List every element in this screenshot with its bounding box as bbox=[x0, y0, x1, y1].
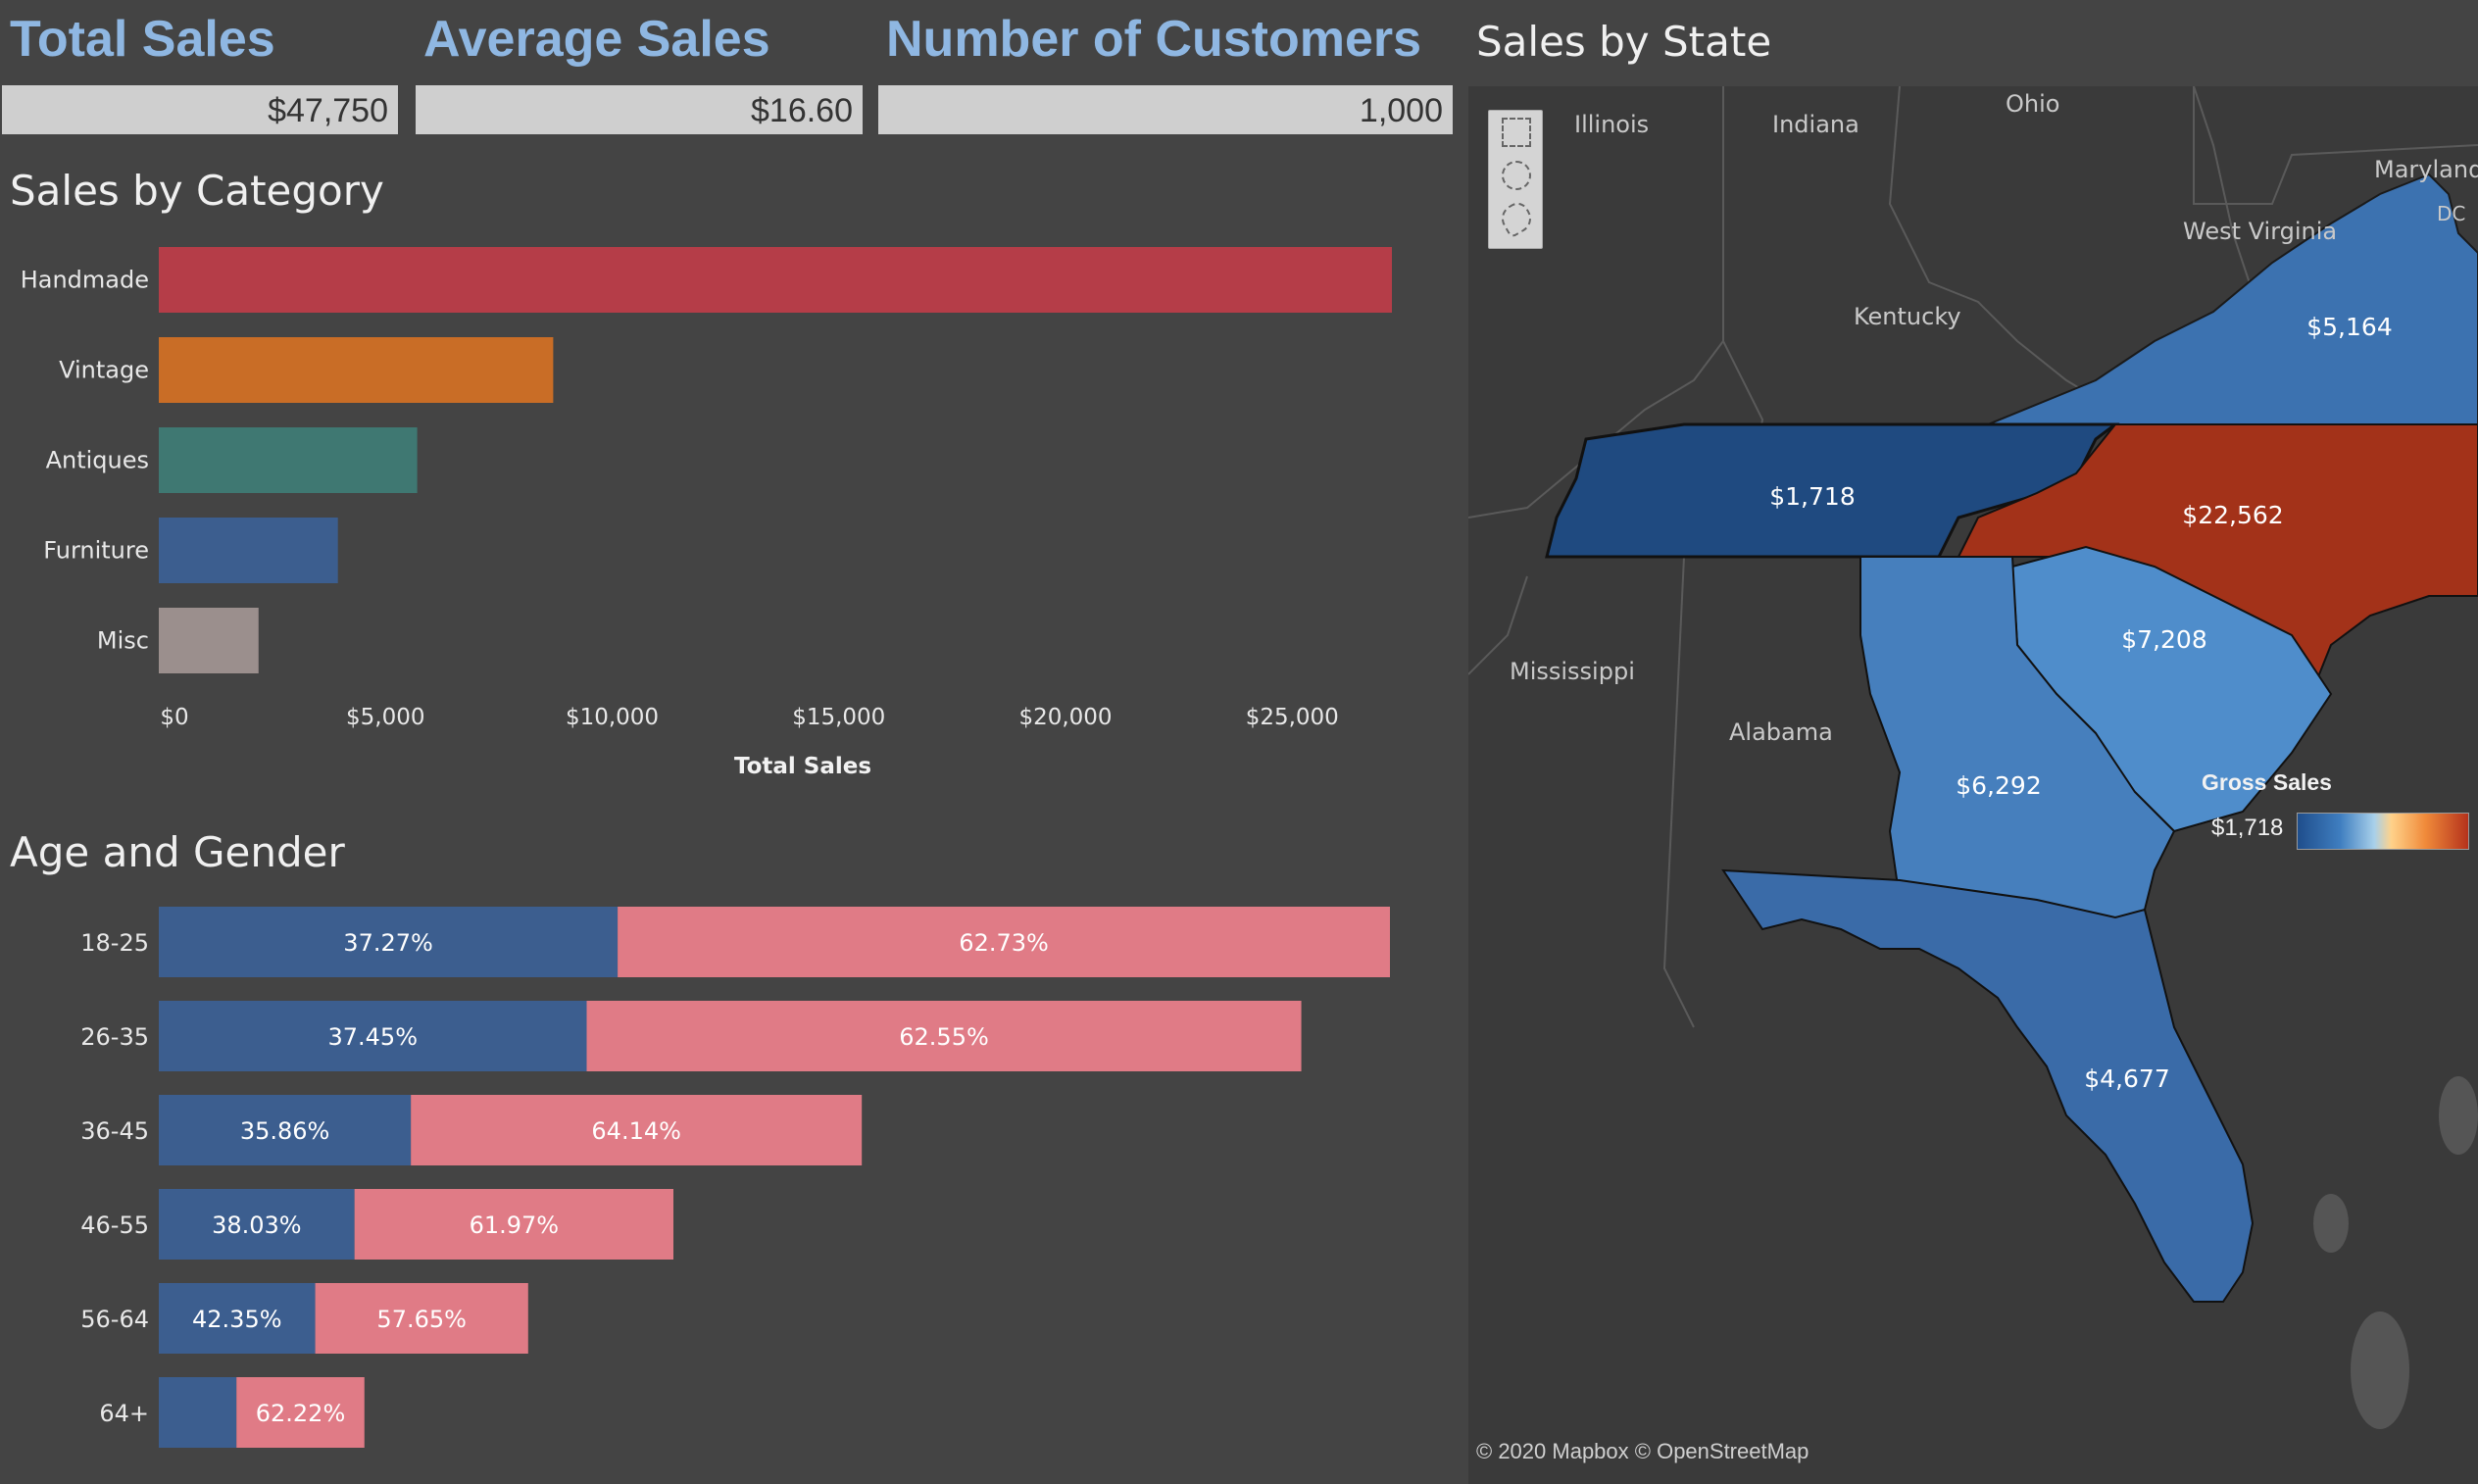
age-segment-46-55-1[interactable] bbox=[354, 1189, 674, 1260]
coastal-islands bbox=[2313, 1076, 2478, 1429]
x-axis-title: Total Sales bbox=[734, 754, 871, 779]
age-segment-label: 38.03% bbox=[212, 1212, 302, 1239]
map-selection-tools bbox=[1488, 110, 1543, 249]
age-label-56-64: 56-64 bbox=[80, 1306, 149, 1333]
age-segment-label: 42.35% bbox=[192, 1306, 282, 1333]
total-sales-title: Total Sales bbox=[10, 11, 275, 68]
state-value-south-carolina: $7,208 bbox=[2121, 625, 2206, 654]
map-label-maryland: Maryland bbox=[2374, 156, 2478, 183]
category-chart-title: Sales by Category bbox=[10, 167, 384, 215]
age-label-64: 64+ bbox=[99, 1400, 149, 1427]
age-segment-label: 37.27% bbox=[343, 929, 433, 957]
age-segment-18-25-0[interactable] bbox=[159, 907, 619, 977]
map-label-dc: DC bbox=[2437, 202, 2465, 225]
state-value-tennessee: $1,718 bbox=[1769, 482, 1855, 511]
age-segment-label: 62.73% bbox=[959, 929, 1049, 957]
legend-color-ramp bbox=[2297, 813, 2469, 850]
lasso-select-icon[interactable] bbox=[1489, 197, 1544, 240]
state-value-virginia: $5,164 bbox=[2306, 313, 2392, 341]
radial-select-icon[interactable] bbox=[1489, 154, 1544, 197]
state-value-north-carolina: $22,562 bbox=[2182, 501, 2283, 529]
map-label-illinois: Illinois bbox=[1574, 111, 1649, 138]
sales-by-category-chart: Handmade Vintage Antiques Furniture Misc $0 $5… bbox=[21, 247, 1392, 779]
age-segment-56-64-1[interactable] bbox=[315, 1283, 528, 1354]
category-bar-vintage[interactable] bbox=[159, 337, 554, 403]
state-value-florida: $4,677 bbox=[2084, 1064, 2169, 1093]
age-segment-64-0[interactable] bbox=[159, 1377, 237, 1448]
state-virginia[interactable] bbox=[1987, 173, 2478, 425]
x-tick-label: $10,000 bbox=[566, 705, 659, 730]
map-label-ohio: Ohio bbox=[2006, 90, 2059, 118]
map-label-mississippi: Mississippi bbox=[1510, 658, 1635, 685]
map-label-kentucky: Kentucky bbox=[1854, 303, 1961, 330]
age-segment-26-35-0[interactable] bbox=[159, 1001, 587, 1071]
age-gender-chart: 37.27% 62.73% 18-25 37.45% 62.55% 26-35 35.86%… bbox=[80, 907, 1390, 1448]
age-segment-36-45-1[interactable] bbox=[411, 1095, 863, 1165]
legend-title: Gross Sales bbox=[2202, 769, 2332, 795]
average-sales-title: Average Sales bbox=[423, 11, 770, 68]
sales-by-state-map[interactable]: Illinois Indiana Ohio Maryland DC West V… bbox=[1468, 86, 2478, 1484]
customers-title: Number of Customers bbox=[886, 11, 1422, 68]
map-attribution: © 2020 Mapbox © OpenStreetMap bbox=[1476, 1439, 1809, 1463]
total-sales-value: $47,750 bbox=[2, 85, 398, 134]
map-label-indiana: Indiana bbox=[1772, 111, 1859, 138]
category-label-handmade: Handmade bbox=[21, 267, 149, 294]
state-tennessee[interactable] bbox=[1545, 422, 2120, 559]
age-segment-label: 35.86% bbox=[240, 1117, 330, 1145]
age-segment-64-1[interactable] bbox=[236, 1377, 365, 1448]
category-label-antiques: Antiques bbox=[46, 447, 149, 474]
state-map-title: Sales by State bbox=[1476, 18, 1772, 66]
x-tick-label: $20,000 bbox=[1018, 705, 1112, 730]
category-bar-furniture[interactable] bbox=[159, 518, 338, 583]
category-bar-misc[interactable] bbox=[159, 608, 259, 673]
state-florida[interactable] bbox=[1721, 868, 2255, 1303]
age-segment-label: 62.55% bbox=[899, 1023, 989, 1051]
map-canvas[interactable]: Illinois Indiana Ohio Maryland DC West V… bbox=[1468, 86, 2478, 1484]
age-segment-label: 61.97% bbox=[470, 1212, 560, 1239]
age-segment-label: 64.14% bbox=[591, 1117, 681, 1145]
x-tick-label: $5,000 bbox=[346, 705, 424, 730]
x-tick-label: $25,000 bbox=[1246, 705, 1339, 730]
category-label-misc: Misc bbox=[97, 627, 149, 655]
age-segment-46-55-0[interactable] bbox=[159, 1189, 355, 1260]
map-label-west-virginia: West Virginia bbox=[2183, 218, 2337, 245]
state-value-georgia: $6,292 bbox=[1956, 771, 2041, 800]
category-bar-handmade[interactable] bbox=[159, 247, 1392, 313]
customers-value: 1,000 bbox=[878, 85, 1453, 134]
category-bar-antiques[interactable] bbox=[159, 427, 418, 493]
map-label-alabama: Alabama bbox=[1729, 718, 1833, 746]
age-label-46-55: 46-55 bbox=[80, 1212, 149, 1239]
legend-min-value: $1,718 bbox=[2211, 815, 2284, 841]
age-segment-label: 62.22% bbox=[256, 1400, 346, 1427]
age-segment-56-64-0[interactable] bbox=[159, 1283, 316, 1354]
age-label-18-25: 18-25 bbox=[80, 929, 149, 957]
age-segment-label: 37.45% bbox=[327, 1023, 418, 1051]
age-segment-26-35-1[interactable] bbox=[586, 1001, 1302, 1071]
age-gender-chart-title: Age and Gender bbox=[10, 828, 345, 876]
rectangle-select-icon[interactable] bbox=[1489, 111, 1544, 154]
x-tick-label: $0 bbox=[160, 705, 188, 730]
category-label-vintage: Vintage bbox=[59, 357, 149, 384]
x-tick-label: $15,000 bbox=[792, 705, 885, 730]
average-sales-value: $16.60 bbox=[416, 85, 863, 134]
category-label-furniture: Furniture bbox=[43, 537, 149, 565]
age-segment-18-25-1[interactable] bbox=[618, 907, 1390, 977]
age-label-26-35: 26-35 bbox=[80, 1023, 149, 1051]
age-label-36-45: 36-45 bbox=[80, 1117, 149, 1145]
age-segment-36-45-0[interactable] bbox=[159, 1095, 412, 1165]
age-segment-label: 57.65% bbox=[376, 1306, 467, 1333]
